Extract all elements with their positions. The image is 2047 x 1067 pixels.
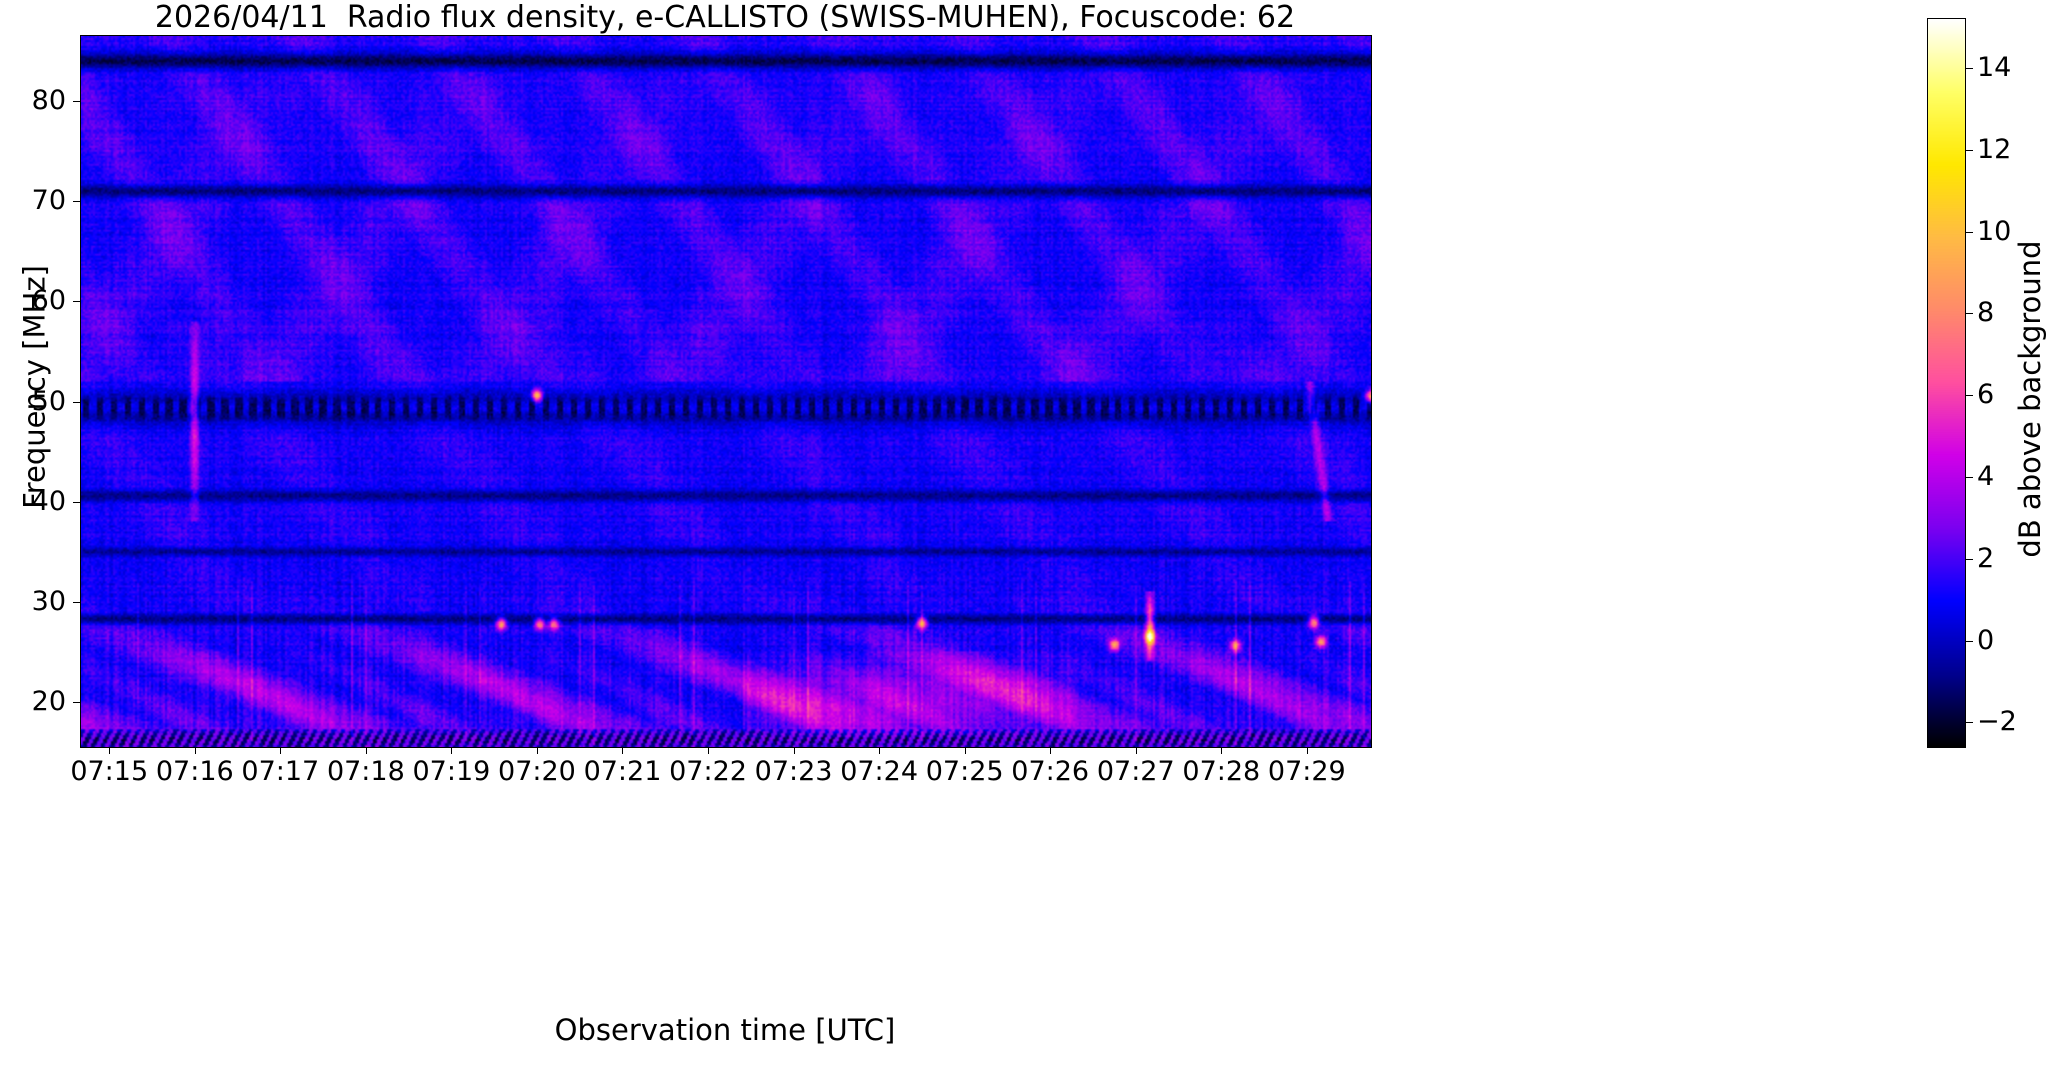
- x-tick-label: 07:15: [70, 756, 149, 787]
- colorbar-tick-mark: [1966, 231, 1973, 233]
- y-tick-mark: [73, 101, 80, 103]
- colorbar-tick-label: 8: [1977, 297, 1995, 329]
- y-tick-mark: [73, 401, 80, 403]
- x-tick-label: 07:22: [669, 756, 747, 787]
- colorbar-tick-mark: [1966, 68, 1973, 70]
- x-tick-mark: [451, 747, 453, 754]
- x-tick-mark: [964, 747, 966, 754]
- y-tick-mark: [73, 701, 80, 703]
- colorbar-label: dB above background: [2013, 240, 2047, 558]
- y-tick-label: 80: [31, 85, 66, 117]
- colorbar-tick-mark: [1966, 477, 1973, 479]
- y-tick-label: 20: [31, 685, 66, 717]
- x-axis: 07:15 07:16 07:17 07:18 07:19 07:20 07:21 07:22…: [70, 747, 1372, 807]
- y-tick-mark: [73, 201, 80, 203]
- x-tick-mark: [280, 747, 282, 754]
- x-tick-label: 07:28: [1182, 756, 1261, 787]
- x-tick-label: 07:29: [1267, 756, 1346, 787]
- colorbar-tick-label: −2: [1977, 706, 2017, 738]
- x-tick-mark: [1306, 747, 1308, 754]
- colorbar-tick-label: 6: [1977, 379, 1995, 411]
- x-tick-mark: [1050, 747, 1052, 754]
- colorbar-tick-label: 4: [1977, 461, 1995, 493]
- x-tick-label: 07:21: [583, 756, 662, 787]
- x-tick-label: 07:16: [155, 756, 234, 787]
- colorbar-tick-mark: [1966, 722, 1973, 724]
- y-tick-mark: [73, 501, 80, 503]
- colorbar-tick-label: 2: [1977, 542, 1995, 574]
- colorbar-tick-label: 0: [1977, 624, 1995, 656]
- x-tick-label: 07:24: [840, 756, 919, 787]
- x-tick-mark: [879, 747, 881, 754]
- x-tick-label: 07:23: [754, 756, 833, 787]
- y-tick-label: 70: [31, 185, 66, 217]
- colorbar-tick-mark: [1966, 558, 1973, 560]
- y-tick-mark: [73, 301, 80, 303]
- x-tick-label: 07:18: [326, 756, 405, 787]
- page-title: 2026/04/11 Radio flux density, e-CALLIST…: [154, 0, 1296, 35]
- x-tick-mark: [536, 747, 538, 754]
- colorbar[interactable]: [1927, 18, 1966, 748]
- x-tick-mark: [1221, 747, 1223, 754]
- x-tick-label: 07:19: [412, 756, 491, 787]
- x-tick-mark: [194, 747, 196, 754]
- spectrogram-axes[interactable]: [80, 35, 1372, 748]
- colorbar-gradient: [1928, 19, 1965, 747]
- x-tick-mark: [793, 747, 795, 754]
- x-tick-label: 07:17: [241, 756, 320, 787]
- spectrogram-image: [81, 36, 1371, 747]
- x-tick-label: 07:27: [1096, 756, 1175, 787]
- x-tick-label: 07:26: [1011, 756, 1090, 787]
- y-tick-label: 30: [31, 585, 66, 617]
- colorbar-tick-mark: [1966, 149, 1973, 151]
- colorbar-tick-mark: [1966, 313, 1973, 315]
- y-tick-label: 40: [31, 485, 66, 517]
- y-tick-mark: [73, 601, 80, 603]
- x-tick-mark: [365, 747, 367, 754]
- y-axis: 80 70 60 50 40 30 20: [0, 35, 80, 748]
- y-tick-label: 60: [31, 285, 66, 317]
- x-tick-mark: [708, 747, 710, 754]
- colorbar-tick-label: 14: [1977, 52, 2012, 84]
- y-tick-label: 50: [31, 385, 66, 417]
- colorbar-tick-label: 12: [1977, 133, 2012, 165]
- colorbar-tick-label: 10: [1977, 215, 2012, 247]
- x-tick-mark: [622, 747, 624, 754]
- x-tick-mark: [1135, 747, 1137, 754]
- colorbar-tick-mark: [1966, 395, 1973, 397]
- x-tick-mark: [109, 747, 111, 754]
- x-axis-label: Observation time [UTC]: [554, 1013, 896, 1047]
- x-tick-label: 07:25: [925, 756, 1004, 787]
- colorbar-tick-mark: [1966, 640, 1973, 642]
- x-tick-label: 07:20: [498, 756, 576, 787]
- y-axis-label: Frequency [MHz]: [17, 265, 52, 509]
- colorbar-ticks: 14 12 10 8 6 4 2 0 −2: [1927, 18, 2047, 748]
